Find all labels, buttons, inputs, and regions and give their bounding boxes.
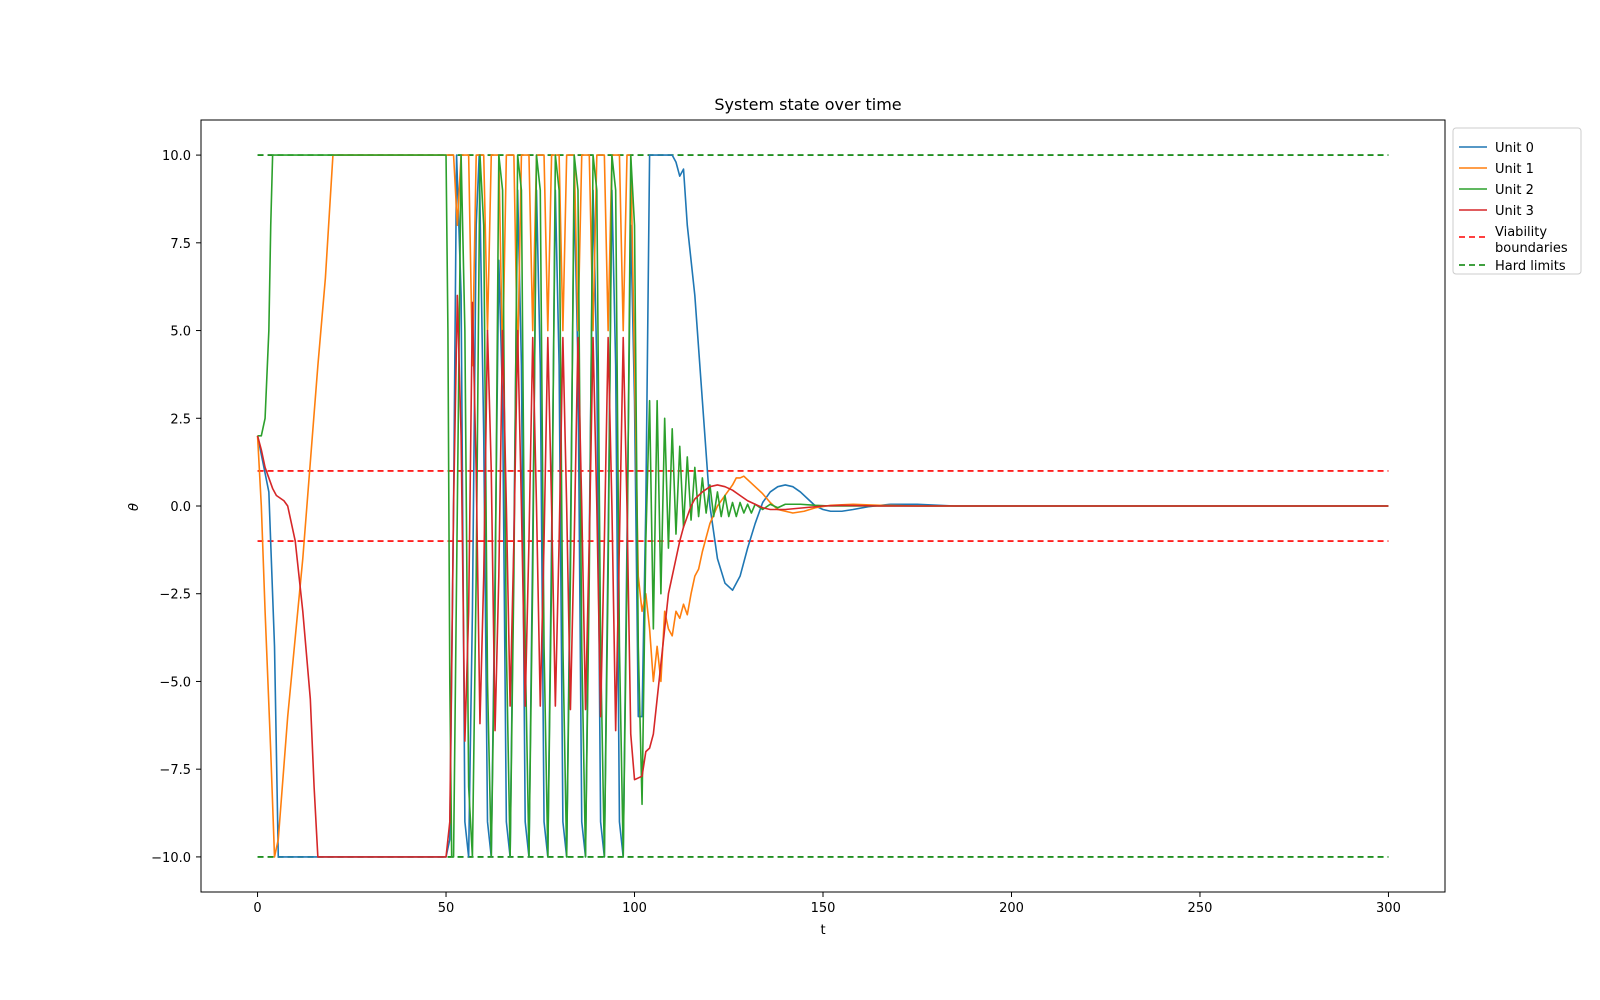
y-tick-label: 5.0 <box>170 325 191 340</box>
legend-label: Hard limits <box>1495 259 1566 274</box>
y-tick-label: −10.0 <box>151 851 191 866</box>
x-tick-label: 200 <box>999 901 1024 916</box>
y-tick-label: 2.5 <box>170 412 191 427</box>
x-tick-label: 100 <box>622 901 647 916</box>
x-axis-label: t <box>820 923 825 938</box>
y-tick-label: −5.0 <box>159 675 191 690</box>
x-tick-label: 0 <box>253 901 261 916</box>
legend-label: Unit 3 <box>1495 204 1534 219</box>
series-unit-3-line <box>256 294 1389 858</box>
chart-title: System state over time <box>714 95 901 114</box>
y-axis: −10.0 −7.5 −5.0 −2.5 0.0 2.5 5.0 7.5 10.0 <box>151 149 201 866</box>
x-tick-label: 150 <box>811 901 836 916</box>
y-axis-label: θ <box>127 503 142 511</box>
series-unit-1-line <box>256 154 1389 858</box>
y-tick-label: 0.0 <box>170 500 191 515</box>
x-axis: 0 50 100 150 200 250 300 <box>253 892 1401 916</box>
x-tick-label: 50 <box>438 901 455 916</box>
legend-label: Viability boundaries <box>1495 225 1568 256</box>
y-tick-label: 10.0 <box>162 149 191 164</box>
y-tick-label: −7.5 <box>159 763 191 778</box>
x-tick-label: 250 <box>1188 901 1213 916</box>
y-tick-label: −2.5 <box>159 588 191 603</box>
legend: Unit 0 Unit 1 Unit 2 Unit 3 Viability boundar… <box>1452 127 1582 275</box>
y-tick-label: 7.5 <box>170 237 191 252</box>
legend-label: Unit 2 <box>1495 183 1534 198</box>
x-tick-label: 300 <box>1376 901 1401 916</box>
legend-label: Unit 1 <box>1495 162 1534 177</box>
plot-area <box>256 154 1389 858</box>
series-unit-2-line <box>257 154 1389 858</box>
legend-label: Unit 0 <box>1495 141 1534 156</box>
